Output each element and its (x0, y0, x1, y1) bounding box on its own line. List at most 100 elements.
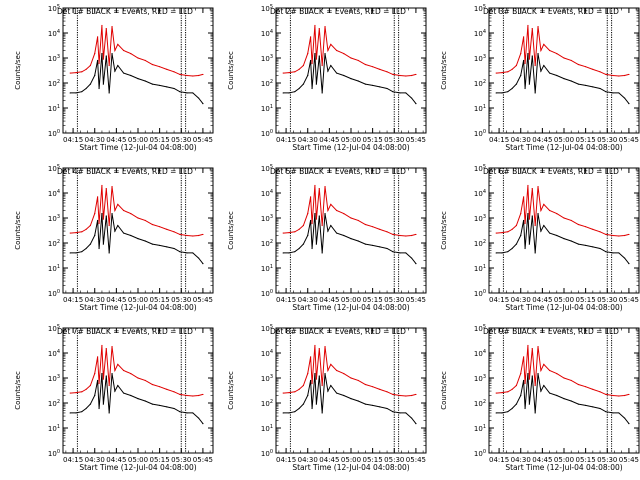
lld-point (151, 223, 154, 226)
y-tick-label: 101 (261, 264, 273, 273)
lld-point (81, 391, 83, 393)
events-point (327, 390, 329, 392)
events-point (324, 52, 326, 55)
lld-point (537, 26, 539, 28)
y-tick-label: 105 (48, 324, 60, 333)
events-point (372, 404, 374, 407)
series-lld-line (283, 25, 417, 77)
events-point (350, 237, 352, 240)
lld-point (311, 62, 313, 65)
events-point (527, 52, 529, 55)
x-axis-label: Start Time (12-Jul-04 04:08:00) (79, 143, 196, 152)
events-point (75, 412, 77, 414)
lld-point (410, 234, 413, 237)
events-point (294, 251, 296, 253)
lld-point (102, 218, 104, 220)
lld-point (372, 226, 374, 228)
events-point (105, 375, 107, 377)
x-tick-label: 05:15 (576, 456, 596, 464)
plot-frame (275, 167, 427, 294)
lld-point (364, 383, 367, 386)
series-lld-line (496, 185, 630, 237)
x-axis-label: Start Time (12-Jul-04 04:08:00) (505, 463, 622, 472)
y-tick-label: 104 (474, 189, 486, 198)
events-point (343, 74, 345, 77)
lld-point (511, 68, 513, 70)
y-tick-label: 105 (261, 324, 273, 333)
events-point (282, 252, 284, 254)
events-point (495, 92, 497, 94)
events-point (379, 246, 381, 248)
lld-point (399, 74, 401, 77)
events-point (548, 232, 551, 234)
events-point (612, 92, 614, 94)
lld-point (357, 59, 359, 62)
lld-point (311, 222, 313, 225)
lld-point (97, 36, 99, 38)
lld-point (618, 235, 620, 237)
events-point (501, 412, 503, 414)
lld-point (501, 392, 503, 394)
events-point (324, 372, 326, 375)
lld-point (101, 24, 103, 27)
y-tick-label: 101 (48, 264, 60, 273)
x-tick-label: 05:00 (554, 456, 574, 464)
events-point (202, 262, 204, 265)
events-point (311, 247, 313, 250)
lld-point (108, 384, 110, 387)
panel-title: Det 1# BLACK = Events, RED = LLD (57, 7, 193, 16)
events-point (282, 412, 284, 414)
lld-point (527, 344, 529, 347)
x-tick-label: 04:15 (276, 296, 296, 304)
lld-point (75, 232, 77, 234)
events-point (623, 257, 626, 259)
events-point (318, 55, 320, 57)
lld-point (534, 64, 536, 67)
events-point (511, 247, 513, 250)
events-point (166, 86, 168, 88)
events-point (102, 243, 104, 245)
y-tick-label: 105 (474, 4, 486, 13)
lld-point (192, 395, 194, 397)
events-point (166, 406, 168, 408)
lld-point (379, 388, 381, 390)
events-point (372, 244, 374, 247)
lld-point (294, 231, 296, 233)
events-point (563, 397, 565, 400)
events-point (117, 224, 119, 227)
series-lld-line (70, 185, 204, 237)
lld-point (105, 187, 107, 190)
y-tick-label: 100 (474, 449, 486, 458)
events-point (151, 403, 154, 405)
x-tick-label: 05:00 (341, 296, 361, 304)
events-point (501, 252, 503, 254)
lld-point (173, 231, 175, 233)
events-point (315, 243, 317, 245)
y-tick-label: 100 (474, 289, 486, 298)
series-lld-line (283, 345, 417, 397)
lld-point (548, 49, 551, 52)
lld-point (307, 212, 309, 215)
events-point (570, 400, 572, 402)
events-point (321, 412, 323, 414)
events-point (101, 52, 103, 55)
lld-point (166, 228, 168, 230)
x-tick-label: 04:45 (532, 136, 552, 144)
events-point (330, 224, 332, 227)
y-tick-label: 101 (474, 264, 486, 273)
events-point (159, 404, 161, 407)
events-point (563, 77, 565, 80)
lld-point (628, 73, 630, 76)
lld-point (543, 203, 545, 205)
events-point (327, 230, 329, 232)
lld-point (81, 71, 83, 73)
x-tick-label: 04:45 (319, 296, 339, 304)
y-tick-label: 101 (261, 424, 273, 433)
lld-point (537, 186, 539, 188)
events-point (405, 92, 407, 94)
events-point (592, 246, 594, 248)
lld-point (105, 27, 107, 30)
y-tick-label: 100 (474, 129, 486, 138)
lld-point (97, 356, 99, 358)
